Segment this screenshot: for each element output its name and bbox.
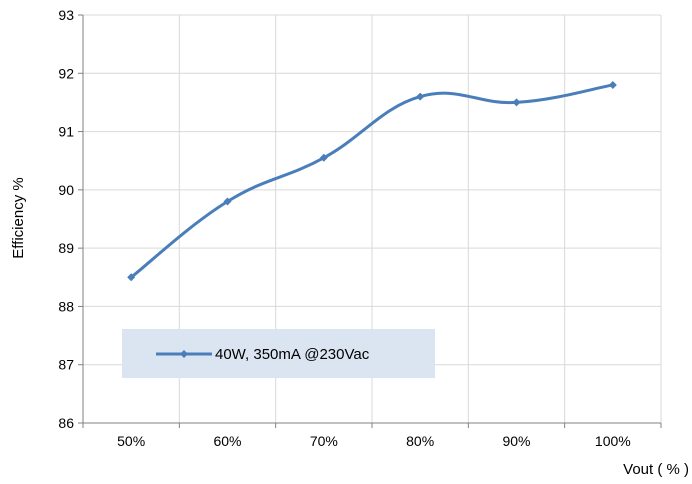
series-layer: [127, 80, 617, 282]
legend-label: 40W, 350mA @230Vac: [215, 346, 370, 363]
axes: [78, 14, 662, 428]
y-tick-labels: 86 87 88 89 90 91 92 93: [58, 7, 74, 431]
y-tick-label: 89: [58, 240, 74, 256]
y-axis-label: Efficiency %: [10, 177, 27, 258]
y-tick-label: 87: [58, 357, 74, 373]
data-point: [608, 80, 617, 89]
y-tick-label: 88: [58, 298, 74, 314]
gridlines: [82, 14, 662, 424]
data-point: [512, 98, 521, 107]
y-tick-label: 86: [58, 415, 74, 431]
y-tick-label: 91: [58, 124, 74, 140]
x-tick-label: 80%: [406, 433, 434, 449]
x-tick-label: 90%: [502, 433, 530, 449]
data-point: [127, 273, 136, 282]
y-tick-label: 93: [58, 7, 74, 23]
legend-marker: [180, 350, 188, 358]
x-tick-label: 70%: [310, 433, 338, 449]
x-tick-label: 60%: [213, 433, 241, 449]
data-point: [416, 92, 425, 101]
x-tick-label: 50%: [117, 433, 145, 449]
data-point: [223, 197, 232, 206]
legend: 40W, 350mA @230Vac: [122, 329, 435, 378]
y-tick-label: 90: [58, 182, 74, 198]
data-point: [319, 153, 328, 162]
y-tick-label: 92: [58, 65, 74, 81]
x-tick-label: 100%: [595, 433, 631, 449]
x-axis-label: Vout ( % ): [623, 461, 689, 478]
x-tick-labels: 50% 60% 70% 80% 90% 100%: [117, 433, 631, 449]
